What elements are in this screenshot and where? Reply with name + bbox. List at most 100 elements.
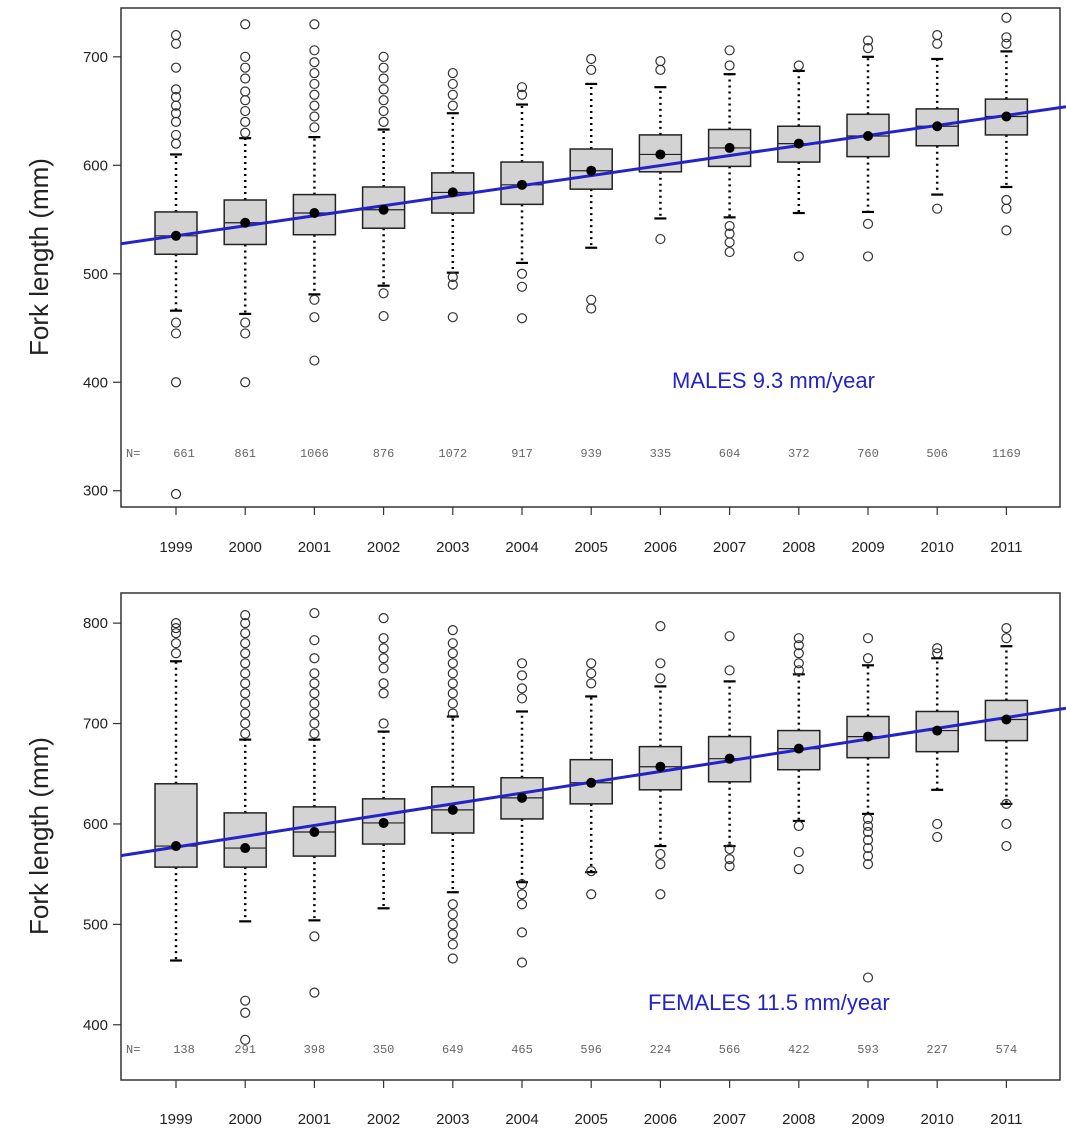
outlier-point <box>378 116 389 128</box>
outlier-point <box>793 864 804 875</box>
mean-point <box>932 121 943 132</box>
mean-point <box>447 187 458 198</box>
outlier-point <box>378 613 389 624</box>
n-count-label: 465 <box>511 1043 533 1057</box>
outlier-point <box>170 628 182 639</box>
mean-point <box>309 208 320 219</box>
x-tick-label: 2006 <box>644 539 677 556</box>
outlier-point <box>447 668 458 679</box>
y-tick-label: 300 <box>83 483 108 500</box>
outlier-point <box>378 688 389 699</box>
outlier-point <box>655 889 666 900</box>
outlier-point <box>240 698 251 709</box>
outlier-point <box>309 78 320 90</box>
mean-point <box>378 817 389 828</box>
outlier-point <box>309 355 320 366</box>
outlier-point <box>309 718 320 729</box>
outlier-point <box>586 294 597 305</box>
outlier-point <box>240 718 251 729</box>
outlier-point <box>793 251 804 262</box>
outlier-point <box>170 648 182 659</box>
outlier-point <box>1001 12 1012 23</box>
outlier-point <box>447 89 458 100</box>
outlier-point <box>932 648 943 659</box>
outlier-point <box>516 927 528 938</box>
outlier-point <box>1001 194 1012 206</box>
outlier-point <box>1001 225 1012 236</box>
outlier-point <box>516 899 528 910</box>
outlier-point <box>724 246 735 258</box>
outlier-point <box>447 271 458 283</box>
outlier-point <box>240 618 251 629</box>
mean-point <box>1001 111 1012 122</box>
outlier-point <box>240 728 251 739</box>
outlier-point <box>862 35 874 46</box>
outlier-point <box>862 653 874 664</box>
y-axis-label: Fork length (mm) <box>24 737 54 935</box>
outlier-point <box>586 668 597 679</box>
outlier-point <box>378 633 389 644</box>
outlier-point <box>655 658 666 669</box>
outlier-point <box>378 95 389 106</box>
x-tick-label: 2004 <box>505 539 538 556</box>
outlier-point <box>378 718 389 729</box>
outlier-point <box>724 665 735 676</box>
n-count-label: 649 <box>442 1043 464 1057</box>
outlier-point <box>309 607 320 619</box>
n-count-label: 224 <box>650 1043 672 1057</box>
x-tick-label: 2005 <box>575 1111 608 1128</box>
outlier-point <box>793 648 804 659</box>
mean-point <box>171 230 181 241</box>
outlier-point <box>309 728 320 739</box>
outlier-point <box>862 218 874 229</box>
outlier-point <box>309 708 320 719</box>
outlier-point <box>1001 818 1012 830</box>
n-count-label: 372 <box>788 447 810 461</box>
outlier-point <box>240 628 251 639</box>
outlier-point <box>240 678 251 689</box>
mean-point <box>309 826 320 837</box>
x-tick-label: 2008 <box>782 1111 815 1128</box>
outlier-point <box>309 111 320 122</box>
outlier-point <box>793 60 804 71</box>
outlier-point <box>309 122 320 133</box>
outlier-point <box>932 30 943 41</box>
mean-point <box>586 165 597 176</box>
outlier-point <box>1001 32 1012 43</box>
outlier-point <box>1001 840 1012 852</box>
n-count-label: 1066 <box>300 447 329 461</box>
n-count-label: 939 <box>580 447 602 461</box>
outlier-point <box>447 919 458 930</box>
outlier-point <box>447 658 458 669</box>
trend-annotation: FEMALES 11.5 mm/year <box>648 990 890 1015</box>
outlier-point <box>447 638 458 649</box>
outlier-point <box>862 834 874 846</box>
outlier-point <box>309 931 320 942</box>
outlier-point <box>586 889 597 900</box>
outlier-point <box>447 678 458 689</box>
outlier-point <box>516 313 528 324</box>
outlier-point <box>309 678 320 689</box>
outlier-point <box>655 233 666 245</box>
outlier-point <box>309 698 320 709</box>
outlier-point <box>516 693 528 704</box>
outlier-point <box>240 708 251 719</box>
outlier-point <box>724 45 735 56</box>
plot-frame <box>120 592 1061 1081</box>
outlier-point <box>793 640 804 651</box>
n-count-label: 604 <box>719 447 741 461</box>
males-panel: 300 400 500 600 700 Fork length (mm) N= 661 861 1… <box>24 7 1066 556</box>
outlier-point <box>655 64 666 75</box>
x-tick-label: 2008 <box>782 539 815 556</box>
outlier-point <box>378 643 389 654</box>
mean-point <box>378 204 389 215</box>
outlier-point <box>309 635 320 646</box>
box <box>361 798 406 845</box>
outlier-point <box>240 51 251 62</box>
outlier-point <box>1001 38 1012 49</box>
outlier-point <box>309 653 320 664</box>
x-tick-label: 2003 <box>436 1111 469 1128</box>
y-tick-label: 700 <box>83 49 108 66</box>
mean-point <box>171 841 181 852</box>
outlier-point <box>240 105 251 117</box>
